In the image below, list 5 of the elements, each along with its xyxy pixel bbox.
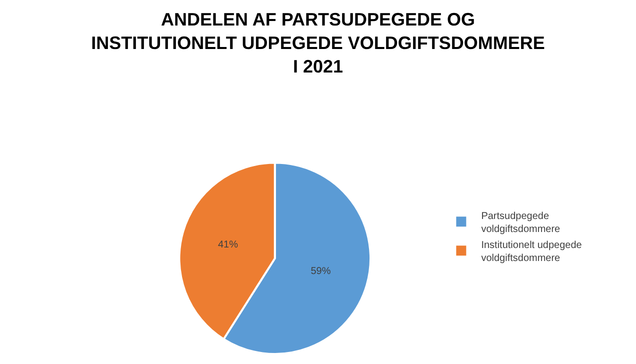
data-label: 41% <box>218 239 238 250</box>
legend-label: Partsudpegede voldgiftsdommere <box>481 211 561 235</box>
chart-title: ANDELEN AF PARTSUDPEGEDE OG INSTITUTIONELT UDPEGEDE VOLDGIFTSDOMMERE I 2021 <box>91 9 545 76</box>
legend-label: Institutionelt udpegede voldgiftsdommere <box>481 240 582 264</box>
data-label: 59% <box>310 266 331 278</box>
